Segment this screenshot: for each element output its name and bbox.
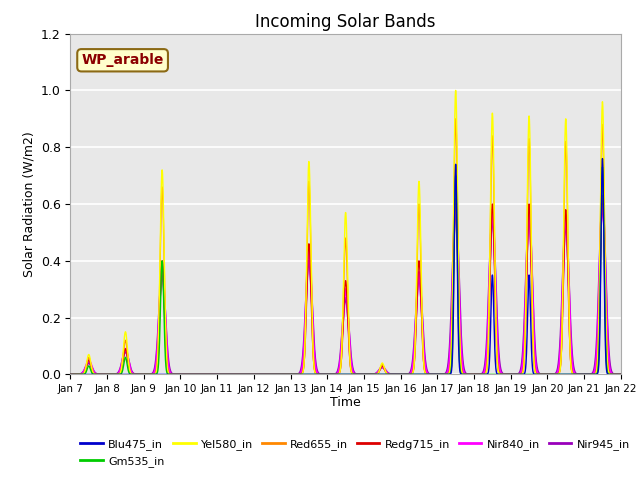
Gm535_in [177,372,184,377]
Yel580_in [438,372,446,377]
Line: Gm535_in: Gm535_in [70,167,621,374]
Yel580_in [325,372,333,377]
Gm535_in [616,372,624,377]
Nir945_in [617,372,625,377]
Nir840_in [325,372,333,377]
Nir945_in [177,372,184,377]
Nir945_in [438,372,446,377]
Red655_in [166,371,173,377]
Nir840_in [598,195,606,201]
Red655_in [500,372,508,377]
Nir840_in [469,372,477,377]
Yel580_in [452,87,460,93]
Yel580_in [177,372,184,377]
Nir840_in [616,372,624,377]
Nir840_in [438,372,446,377]
Red655_in [469,372,477,377]
Nir840_in [617,372,625,377]
Yel580_in [67,372,74,377]
Gm535_in [438,372,446,377]
Red655_in [616,372,624,377]
Yel580_in [617,372,625,377]
Nir945_in [500,372,508,377]
Red655_in [452,116,460,122]
Nir945_in [598,201,606,207]
Blu475_in [325,372,333,377]
Redg715_in [177,372,184,377]
Gm535_in [325,372,333,377]
Nir945_in [325,372,333,377]
Gm535_in [500,372,508,377]
Nir945_in [616,372,624,377]
Gm535_in [67,372,74,377]
Text: WP_arable: WP_arable [81,53,164,67]
Title: Incoming Solar Bands: Incoming Solar Bands [255,12,436,31]
Nir840_in [67,372,74,377]
X-axis label: Time: Time [330,396,361,408]
Blu475_in [166,372,173,377]
Nir840_in [166,368,173,373]
Red655_in [67,372,74,377]
Nir945_in [67,372,74,377]
Red655_in [438,372,446,377]
Redg715_in [598,192,606,198]
Line: Yel580_in: Yel580_in [70,90,621,374]
Yel580_in [469,372,477,377]
Gm535_in [469,372,477,377]
Line: Red655_in: Red655_in [70,119,621,374]
Redg715_in [469,372,477,377]
Gm535_in [617,372,625,377]
Nir840_in [177,372,184,377]
Blu475_in [617,372,625,377]
Line: Nir840_in: Nir840_in [70,198,621,374]
Blu475_in [469,372,477,377]
Blu475_in [438,372,446,377]
Nir945_in [469,372,477,377]
Blu475_in [500,372,508,377]
Line: Nir945_in: Nir945_in [70,204,621,374]
Legend: Blu475_in, Gm535_in, Yel580_in, Red655_in, Redg715_in, Nir840_in, Nir945_in: Blu475_in, Gm535_in, Yel580_in, Red655_i… [76,435,635,471]
Redg715_in [325,372,333,377]
Yel580_in [616,372,624,377]
Red655_in [325,372,333,377]
Yel580_in [166,371,173,377]
Redg715_in [166,371,173,377]
Redg715_in [500,372,508,377]
Redg715_in [616,372,624,377]
Blu475_in [616,372,624,377]
Redg715_in [617,372,625,377]
Nir840_in [500,372,508,377]
Blu475_in [598,156,606,161]
Yel580_in [500,372,508,377]
Gm535_in [166,372,173,377]
Redg715_in [438,372,446,377]
Redg715_in [67,372,74,377]
Red655_in [177,372,184,377]
Y-axis label: Solar Radiation (W/m2): Solar Radiation (W/m2) [22,131,35,277]
Gm535_in [598,164,606,170]
Line: Redg715_in: Redg715_in [70,195,621,374]
Line: Blu475_in: Blu475_in [70,158,621,374]
Red655_in [617,372,625,377]
Nir945_in [166,364,173,370]
Blu475_in [67,372,74,377]
